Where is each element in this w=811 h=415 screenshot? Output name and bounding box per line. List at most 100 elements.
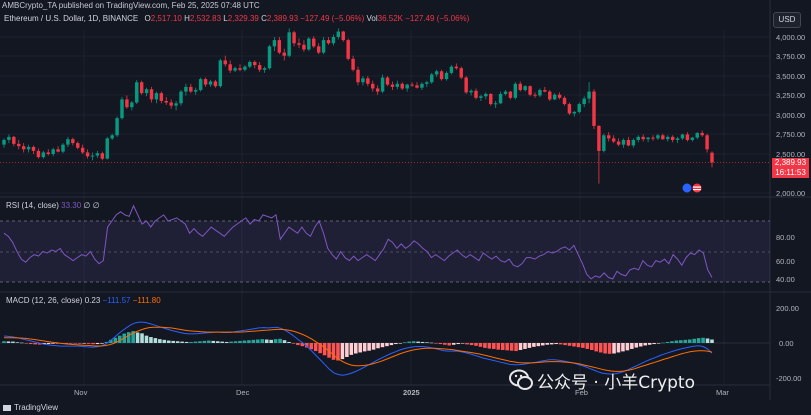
- symbol-legend[interactable]: Ethereum / U.S. Dollar, 1D, BINANCE O2,5…: [4, 14, 469, 23]
- macd-histogram-bar: [443, 343, 447, 345]
- wechat-icon: [509, 369, 533, 390]
- candle-body: [184, 86, 188, 92]
- macd-histogram-bar: [701, 337, 705, 343]
- candle-body: [557, 94, 562, 98]
- candle-body: [169, 102, 173, 106]
- macd-histogram-bar: [233, 341, 238, 343]
- macd-histogram-bar: [616, 343, 621, 353]
- candle-body: [479, 96, 483, 98]
- candle-body: [321, 40, 326, 53]
- candle-body: [46, 152, 50, 154]
- macd-histogram-bar: [46, 343, 51, 345]
- macd-histogram-bar: [162, 339, 167, 343]
- macd-histogram-bar: [349, 343, 354, 355]
- rsi-legend[interactable]: RSI (14, close) 33.30 ∅ ∅: [6, 201, 100, 210]
- candle-body: [223, 60, 227, 65]
- tradingview-brand: TradingView: [14, 403, 59, 412]
- macd-histogram-bar: [630, 343, 634, 349]
- macd-histogram-bar: [563, 343, 567, 346]
- candle-body: [90, 155, 95, 157]
- candle-body: [292, 32, 296, 44]
- watermark-text: 公众号 · 小羊Crypto: [537, 373, 695, 393]
- candle-body: [405, 84, 409, 89]
- macd-axis-tick: -200.00: [776, 374, 801, 383]
- macd-histogram-bar: [371, 343, 376, 350]
- symbol-title[interactable]: Ethereum / U.S. Dollar, 1D, BINANCE: [4, 14, 139, 23]
- candle-body: [336, 31, 341, 37]
- macd-name[interactable]: MACD (12, 26, close): [6, 296, 83, 305]
- rsi-axis-tick: 60.00: [776, 257, 795, 266]
- macd-histogram-bar: [625, 343, 630, 351]
- macd-histogram-bar: [171, 340, 175, 343]
- candle-body: [307, 38, 311, 50]
- candle-body: [297, 43, 301, 45]
- candle-body: [218, 60, 223, 87]
- macd-histogram-bar: [380, 343, 385, 348]
- macd-histogram-bar: [260, 339, 265, 343]
- event-icon[interactable]: [682, 183, 692, 193]
- macd-histogram-bar: [296, 343, 300, 346]
- candle-body: [203, 79, 208, 85]
- macd-histogram-bar: [652, 343, 656, 345]
- macd-histogram-bar: [483, 343, 487, 348]
- price-axis[interactable]: 4,000.00 3,750.00 3,500.00 3,250.00 3,00…: [776, 33, 805, 383]
- price-tick: 2,500.00: [776, 150, 805, 159]
- candle-body: [351, 58, 355, 70]
- candle-body: [533, 94, 537, 96]
- macd-histogram-bar: [425, 342, 429, 343]
- volume-value: 36.52K: [377, 14, 404, 23]
- macd-histogram-bar: [541, 343, 545, 346]
- candle-body: [710, 152, 714, 163]
- tradingview-logo[interactable]: TradingView: [3, 403, 58, 412]
- macd-histogram-bar: [340, 343, 345, 360]
- event-markers[interactable]: [682, 183, 702, 193]
- flag-stripe-icon: [693, 186, 701, 188]
- macd-histogram-bar: [407, 341, 411, 343]
- macd-histogram-bar: [318, 343, 322, 354]
- currency-button[interactable]: USD: [773, 12, 801, 28]
- time-tick: Dec: [236, 388, 250, 397]
- macd-histogram-bar: [434, 343, 438, 344]
- macd-legend[interactable]: MACD (12, 26, close) 0.23 −111.57 −111.8…: [6, 296, 161, 305]
- macd-histogram-bar: [287, 341, 291, 343]
- tradingview-logo-icon: [3, 404, 11, 411]
- candle-body: [420, 83, 424, 88]
- macd-histogram-bar: [189, 341, 193, 343]
- candle-body: [705, 135, 709, 150]
- candle-body: [577, 104, 581, 112]
- macd-histogram-bar: [224, 341, 229, 343]
- macd-histogram-bar: [336, 343, 340, 361]
- candle-body: [179, 91, 183, 104]
- macd-histogram-bar: [679, 340, 683, 343]
- candle-body: [474, 90, 478, 98]
- time-tick: Nov: [74, 388, 88, 397]
- macd-histogram-bar: [91, 343, 95, 345]
- macd-histogram-bar: [86, 343, 91, 344]
- candle-body: [489, 93, 493, 105]
- candle-body: [238, 68, 242, 70]
- macd-histogram-bar: [100, 343, 104, 344]
- macd-histogram-bar: [402, 342, 407, 343]
- macd-histogram-bar: [411, 341, 416, 343]
- macd-histogram-bar: [376, 343, 380, 349]
- candle-body: [189, 86, 193, 92]
- candle-body: [356, 69, 360, 83]
- macd-histogram-bar: [322, 343, 327, 356]
- macd-hist-value: 0.23: [84, 296, 101, 305]
- macd-histogram-bar: [545, 343, 550, 345]
- candle-body: [523, 86, 527, 91]
- macd-histogram-bar: [166, 340, 171, 343]
- candle-body: [76, 143, 80, 148]
- candle-body: [385, 77, 390, 85]
- rsi-name[interactable]: RSI (14, close): [6, 201, 59, 210]
- macd-histogram-bar: [331, 343, 336, 360]
- macd-histogram-bar: [487, 343, 492, 349]
- candle-body: [262, 68, 267, 70]
- macd-histogram-bar: [710, 339, 714, 343]
- macd-histogram-bar: [202, 340, 207, 343]
- flag-icon[interactable]: [692, 183, 702, 193]
- candle-body: [484, 93, 488, 97]
- candle-body: [326, 40, 331, 44]
- time-axis[interactable]: Nov Dec 2025 Feb Mar: [74, 388, 729, 397]
